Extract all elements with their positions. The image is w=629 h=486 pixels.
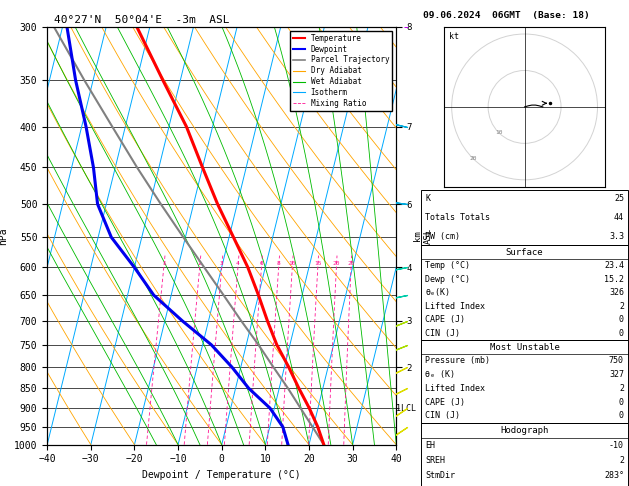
Text: 23.4: 23.4 [604,261,624,270]
Text: CAPE (J): CAPE (J) [425,315,465,324]
Text: Most Unstable: Most Unstable [489,343,560,351]
Y-axis label: km
ASL: km ASL [413,227,433,244]
X-axis label: Dewpoint / Temperature (°C): Dewpoint / Temperature (°C) [142,470,301,480]
Y-axis label: hPa: hPa [0,227,8,244]
Text: 4: 4 [236,261,240,266]
Text: 09.06.2024  06GMT  (Base: 18): 09.06.2024 06GMT (Base: 18) [423,11,589,20]
Text: CIN (J): CIN (J) [425,329,460,338]
Text: Temp (°C): Temp (°C) [425,261,470,270]
Text: 44: 44 [614,213,624,222]
Text: 2: 2 [619,302,624,311]
Text: Surface: Surface [506,248,543,257]
Text: 15: 15 [314,261,321,266]
Text: 10: 10 [495,130,503,135]
Text: 1LCL: 1LCL [396,403,416,413]
Text: kt: kt [449,32,459,40]
Text: 8: 8 [277,261,281,266]
Text: Lifted Index: Lifted Index [425,302,485,311]
Text: EH: EH [425,441,435,450]
Text: 2: 2 [619,456,624,465]
Text: 0: 0 [619,412,624,420]
Text: 327: 327 [609,370,624,379]
Text: 40°27'N  50°04'E  -3m  ASL: 40°27'N 50°04'E -3m ASL [54,15,230,25]
Text: 283°: 283° [604,471,624,480]
Text: 25: 25 [347,261,355,266]
Text: 25: 25 [614,194,624,203]
Text: CIN (J): CIN (J) [425,412,460,420]
Text: θₑ(K): θₑ(K) [425,288,450,297]
Text: SREH: SREH [425,456,445,465]
Text: 20: 20 [333,261,340,266]
Text: 0: 0 [619,398,624,407]
Text: 1: 1 [162,261,165,266]
Text: Lifted Index: Lifted Index [425,384,485,393]
Text: 3.3: 3.3 [609,232,624,241]
Text: 750: 750 [609,356,624,365]
Text: 2: 2 [198,261,201,266]
Text: 20: 20 [469,156,477,161]
Text: 326: 326 [609,288,624,297]
Text: 6: 6 [260,261,264,266]
Text: Pressure (mb): Pressure (mb) [425,356,490,365]
Text: StmDir: StmDir [425,471,455,480]
Text: PW (cm): PW (cm) [425,232,460,241]
Text: CAPE (J): CAPE (J) [425,398,465,407]
Text: Hodograph: Hodograph [501,426,548,435]
Text: Dewp (°C): Dewp (°C) [425,275,470,284]
Legend: Temperature, Dewpoint, Parcel Trajectory, Dry Adiabat, Wet Adiabat, Isotherm, Mi: Temperature, Dewpoint, Parcel Trajectory… [290,31,392,111]
Text: 15.2: 15.2 [604,275,624,284]
Text: -10: -10 [609,441,624,450]
Text: 0: 0 [619,315,624,324]
Text: 10: 10 [289,261,296,266]
Text: Totals Totals: Totals Totals [425,213,490,222]
Text: 2: 2 [619,384,624,393]
Text: K: K [425,194,430,203]
Text: 3: 3 [220,261,223,266]
Text: 0: 0 [619,329,624,338]
Text: θₑ (K): θₑ (K) [425,370,455,379]
